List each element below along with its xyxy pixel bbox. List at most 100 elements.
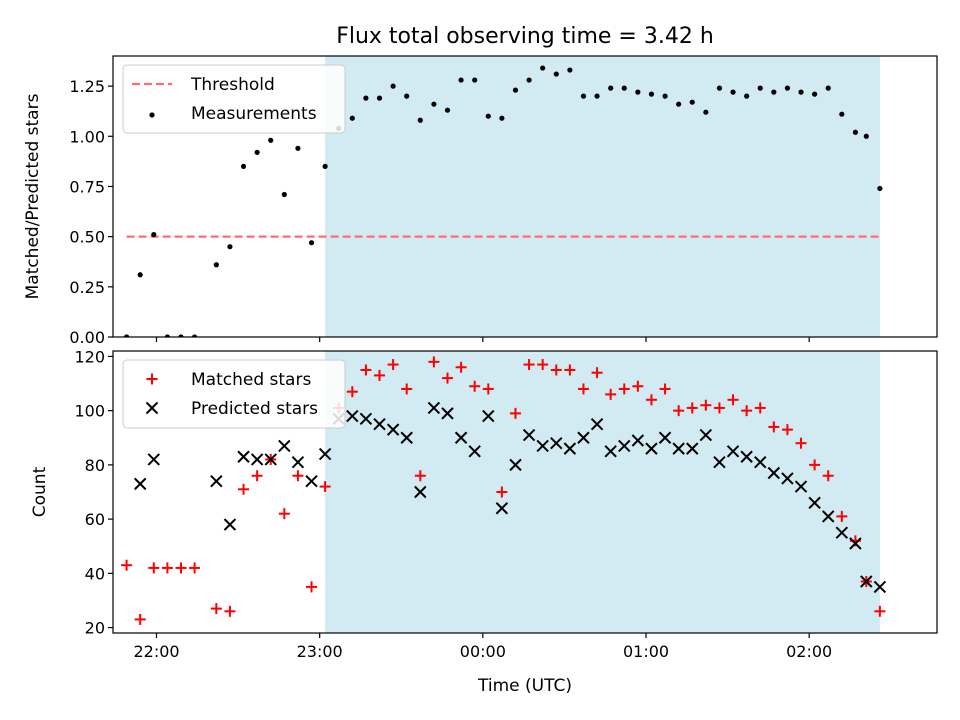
predicted-point — [278, 439, 291, 453]
measurement-point — [308, 240, 315, 246]
measurement-point — [648, 91, 655, 97]
predicted-point — [318, 447, 332, 461]
x-tick-label: 00:00 — [460, 642, 506, 661]
legend: Threshold Measurements — [122, 64, 346, 134]
matched-point — [754, 402, 766, 414]
measurement-point — [784, 85, 791, 91]
predicted-point — [686, 442, 699, 455]
matched-point — [306, 581, 318, 593]
legend: Matched stars Predicted stars — [122, 359, 346, 429]
predicted-point — [713, 455, 726, 469]
predicted-point — [441, 407, 454, 420]
matched-point — [700, 399, 712, 411]
matched-point — [836, 510, 848, 522]
measurement-point — [178, 334, 184, 337]
matched-point — [564, 364, 576, 376]
measurement-point — [812, 91, 818, 97]
legend-measurement-swatch — [149, 112, 155, 118]
matched-point — [874, 605, 886, 617]
measurement-point — [839, 111, 845, 117]
measurement-point — [662, 93, 668, 99]
predicted-point — [291, 455, 305, 469]
legend-label: Predicted stars — [191, 399, 318, 419]
x-tick-label: 23:00 — [297, 642, 343, 661]
predicted-point — [250, 453, 264, 466]
y-tick-label: 0.50 — [69, 228, 105, 247]
measurement-point — [376, 95, 383, 101]
measurement-point — [567, 67, 573, 73]
predicted-point — [346, 409, 359, 423]
matched-point — [360, 364, 372, 376]
predicted-point — [726, 445, 740, 458]
predicted-point — [386, 423, 400, 436]
matched-point — [189, 562, 201, 574]
measurement-point — [295, 145, 301, 151]
measurement-point — [757, 85, 763, 91]
matched-point — [659, 383, 671, 395]
legend-matched-swatch — [146, 373, 158, 385]
y-tick-label: 1.00 — [69, 127, 105, 146]
measurement-point — [877, 185, 883, 192]
matched-point — [401, 383, 413, 395]
measurement-point — [499, 115, 505, 121]
matched-point — [374, 369, 386, 381]
measurement-point — [458, 77, 464, 83]
measurement-point — [580, 93, 587, 99]
predicted-point — [550, 436, 563, 450]
y-tick-label: 20 — [85, 619, 105, 638]
measurement-point — [444, 107, 451, 113]
bottom-panel: 20 40 60 80 100 120 22:00 23:00 00:00 01:00 02:00 C… — [30, 347, 938, 661]
predicted-point — [822, 510, 835, 523]
matched-point — [768, 421, 780, 433]
matched-point — [645, 394, 657, 406]
legend-frame — [122, 64, 346, 134]
predicted-point — [133, 477, 147, 491]
matched-point — [469, 380, 481, 392]
plot-area — [123, 65, 883, 337]
measurement-point — [526, 77, 532, 83]
predicted-point — [577, 431, 590, 444]
matched-point — [210, 603, 222, 615]
matched-point — [496, 486, 508, 498]
measurement-point — [240, 163, 247, 169]
predicted-point — [645, 442, 658, 455]
matched-point — [591, 367, 603, 379]
predicted-point — [305, 474, 318, 488]
measurement-point — [689, 99, 695, 105]
measurement-point — [744, 93, 750, 99]
predicted-point — [699, 428, 713, 442]
matched-point — [686, 402, 698, 414]
predicted-point — [237, 450, 250, 463]
matched-point — [161, 562, 173, 574]
matched-point — [319, 481, 331, 493]
measurement-point — [635, 89, 641, 95]
legend-label: Measurements — [191, 104, 317, 124]
x-axis-label: Time (UTC) — [477, 676, 572, 696]
predicted-point — [536, 439, 549, 453]
matched-point — [809, 459, 821, 471]
measurement-point — [676, 101, 682, 107]
predicted-point — [590, 418, 604, 431]
matched-point — [632, 380, 644, 392]
matched-point — [238, 483, 250, 495]
predicted-point — [264, 453, 277, 466]
predicted-point — [468, 445, 481, 458]
measurement-point — [151, 232, 157, 238]
predicted-point — [808, 496, 821, 510]
matched-point — [618, 383, 630, 395]
predicted-point — [400, 431, 413, 444]
predicted-point — [672, 442, 685, 455]
matched-point — [387, 359, 399, 371]
matched-point — [251, 470, 263, 482]
measurement-point — [164, 334, 170, 337]
measurement-point — [716, 85, 723, 91]
predicted-point — [147, 453, 160, 466]
predicted-point — [495, 502, 509, 515]
measurement-point — [472, 77, 478, 83]
predicted-point — [631, 434, 645, 447]
y-tick-label: 60 — [85, 510, 105, 529]
matched-point — [795, 437, 807, 449]
predicted-point — [210, 474, 223, 488]
axes-frame — [112, 350, 938, 634]
matched-point — [482, 383, 494, 395]
